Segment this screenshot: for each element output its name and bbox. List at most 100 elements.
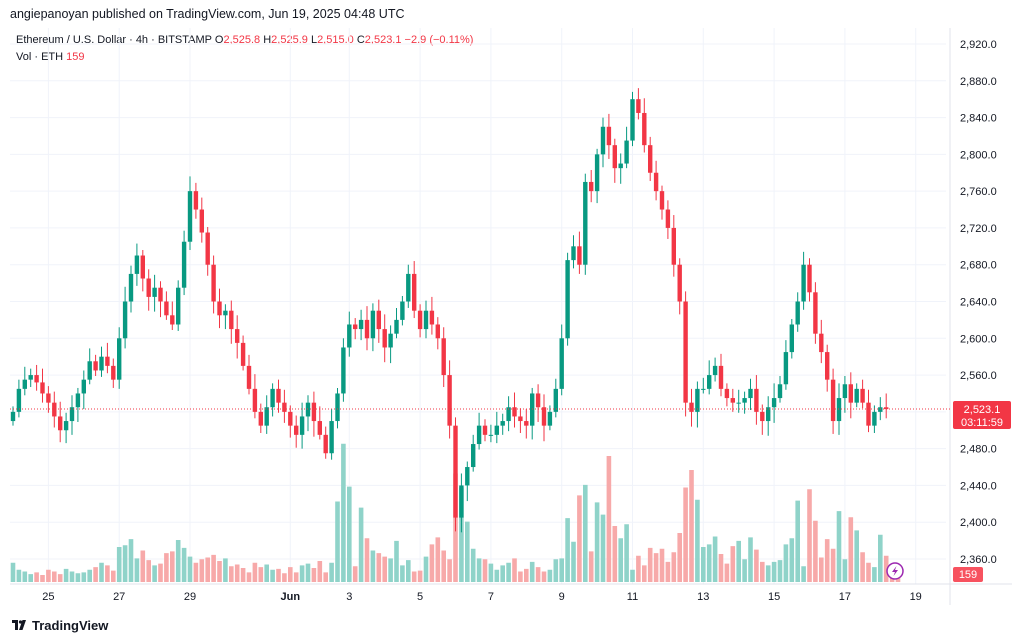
candle-body — [653, 172, 659, 192]
candle-body — [335, 393, 340, 422]
volume-bar — [46, 569, 51, 582]
candle-body — [270, 388, 275, 408]
time-axis-label: 9 — [559, 591, 565, 603]
candle-body — [429, 310, 435, 325]
volume-bar — [677, 533, 682, 582]
candle-body — [766, 407, 771, 422]
price-axis-label: 2,640.0 — [960, 297, 997, 309]
volume-bar — [116, 547, 122, 582]
volume-bar — [830, 548, 836, 582]
candle-body — [589, 181, 594, 192]
volume-bar — [636, 555, 641, 582]
volume-bar — [311, 568, 317, 582]
candle-body — [22, 379, 27, 389]
price-axis-label: 2,880.0 — [960, 76, 997, 88]
candle-body — [252, 388, 258, 412]
volume-bar — [683, 487, 688, 582]
candle-body — [406, 273, 411, 302]
candle-body — [235, 329, 240, 343]
tradingview-footer[interactable]: TradingView — [12, 618, 108, 633]
volume-bar — [824, 539, 830, 582]
volume-bar — [701, 547, 706, 582]
price-axis-label: 2,840.0 — [960, 113, 997, 125]
volume-bar — [706, 544, 712, 582]
candle-body — [134, 255, 140, 274]
volume-bar — [695, 499, 700, 582]
candle-body — [842, 384, 848, 399]
price-axis-label: 2,560.0 — [960, 370, 997, 382]
volume-bar — [63, 568, 69, 582]
candle-body — [878, 407, 883, 412]
volume-bar — [594, 502, 600, 582]
candle-body — [553, 388, 558, 412]
candle-body — [311, 402, 317, 422]
volume-bar — [140, 550, 146, 582]
candle-body — [16, 388, 22, 412]
candle-body — [683, 301, 688, 403]
volume-bar — [323, 572, 328, 582]
volume-bar — [205, 557, 210, 582]
candle-body — [453, 425, 458, 518]
candle-body — [111, 365, 116, 380]
volume-bar — [866, 562, 871, 582]
candle-body — [701, 388, 706, 390]
volume-bar — [234, 564, 240, 582]
candle-body — [518, 416, 523, 422]
candle-body — [624, 140, 629, 164]
candle-body — [488, 434, 494, 436]
candle-body — [140, 255, 145, 279]
time-axis-label: 5 — [417, 591, 423, 603]
volume-bar — [547, 569, 553, 582]
candle-body — [246, 365, 252, 389]
volume-bar — [187, 556, 193, 582]
time-axis-label: 11 — [627, 591, 638, 603]
ohlc-legend-row: Ethereum / U.S. Dollar · 4h · BITSTAMP O… — [16, 32, 473, 49]
symbol-name[interactable]: Ethereum / U.S. Dollar · 4h · BITSTAMP — [16, 34, 212, 46]
volume-bar — [87, 569, 92, 582]
volume-bar — [860, 552, 865, 582]
volume-bar — [16, 569, 22, 582]
candle-body — [677, 264, 682, 302]
candle-body — [884, 407, 889, 410]
volume-bar — [411, 571, 417, 582]
volume-bar — [512, 558, 517, 582]
volume-bar — [193, 562, 199, 582]
volume-bar — [93, 567, 98, 582]
volume-bar — [376, 553, 382, 582]
volume-bar — [335, 501, 340, 582]
volume-bar — [712, 536, 718, 582]
candle-body — [305, 402, 311, 417]
volume-bar — [783, 544, 789, 582]
candle-body — [158, 287, 163, 302]
candle-body — [494, 425, 499, 435]
volume-bar — [488, 563, 494, 582]
volume-bar — [364, 538, 370, 582]
price-axis-label: 2,400.0 — [960, 517, 997, 529]
candle-body — [117, 338, 122, 380]
candle-body — [447, 375, 452, 426]
volume-bar — [771, 561, 777, 582]
volume-bar — [618, 538, 623, 582]
candle-body — [435, 324, 440, 339]
candle-body — [46, 393, 51, 403]
volume-bar — [459, 487, 464, 582]
candle-body — [730, 398, 735, 403]
candle-body — [506, 407, 511, 422]
volume-bar — [577, 495, 582, 582]
volume-bar — [659, 548, 665, 582]
candle-body — [547, 411, 553, 426]
volume-value: 159 — [66, 51, 85, 63]
candle-body — [69, 407, 75, 422]
volume-bar — [435, 537, 441, 582]
candle-body — [771, 398, 777, 408]
candle-body — [512, 407, 517, 417]
volume-bar — [276, 568, 281, 582]
volume-label[interactable]: Vol · ETH — [16, 51, 64, 63]
volume-bar — [329, 562, 334, 582]
candle-body — [618, 163, 623, 169]
candle-body — [476, 425, 482, 445]
volume-bar — [465, 521, 470, 582]
close-label: C — [356, 34, 365, 46]
candle-body — [748, 388, 753, 399]
